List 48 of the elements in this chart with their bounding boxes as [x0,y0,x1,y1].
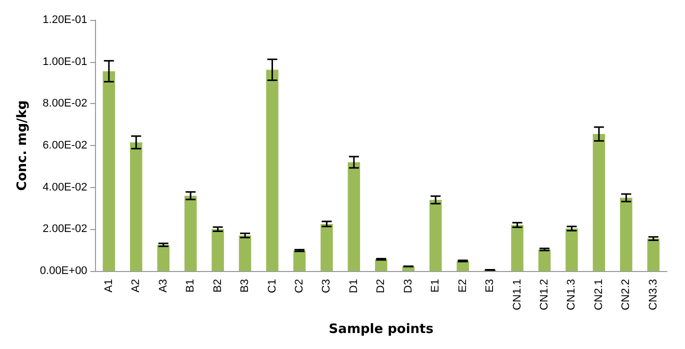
bar [102,71,116,271]
bar [566,228,578,271]
bar [348,162,360,271]
bar [647,238,660,271]
bar [212,229,224,271]
x-tick-label: CN2.2 [620,279,632,310]
y-tick-label: 2.00E-02 [42,223,88,236]
x-tick-label: B3 [239,279,252,292]
x-tick-label: E3 [484,279,496,292]
x-tick-label: A2 [130,279,142,292]
x-tick-label: D1 [348,279,360,294]
bar [429,200,442,271]
bar [293,250,306,271]
x-tick-label: E1 [430,279,442,292]
bar [375,259,388,271]
x-tick-label: C2 [293,279,306,294]
bar [266,70,278,271]
bar [157,244,170,271]
x-tick-label: CN1.3 [566,279,578,310]
bar [320,224,333,271]
y-tick-label: 0.00E+00 [40,265,88,277]
bar [238,235,252,271]
x-tick-label: A3 [157,279,170,292]
x-tick-label: C3 [320,279,333,294]
y-tick-label: 4.00E-02 [42,181,88,194]
x-tick-label: CN1.1 [511,279,524,310]
x-tick-label: CN1.2 [538,279,550,310]
x-tick-label: E2 [456,279,469,292]
x-tick-label: D3 [402,279,414,294]
bar [184,196,197,271]
x-tick-label: CN2.1 [592,279,605,310]
bar [620,198,632,271]
y-tick-label: 1.20E-01 [42,14,88,26]
x-tick-label: A1 [102,279,115,292]
bar [538,249,551,271]
x-tick-label: CN3.3 [647,279,660,310]
x-tick-label: D2 [375,279,388,294]
y-tick-label: 6.00E-02 [42,140,88,152]
x-tick-label: B1 [184,279,197,292]
bar [511,224,524,271]
x-tick-label: B2 [212,279,224,292]
x-tick-label: C1 [266,279,278,294]
y-axis-title: Conc. mg/kg [15,100,30,191]
bar [130,142,142,271]
y-tick-label: 8.00E-02 [42,98,88,110]
y-tick-label: 1.00E-01 [42,56,88,68]
bar [592,134,606,271]
x-axis-title: Sample points [328,322,434,337]
